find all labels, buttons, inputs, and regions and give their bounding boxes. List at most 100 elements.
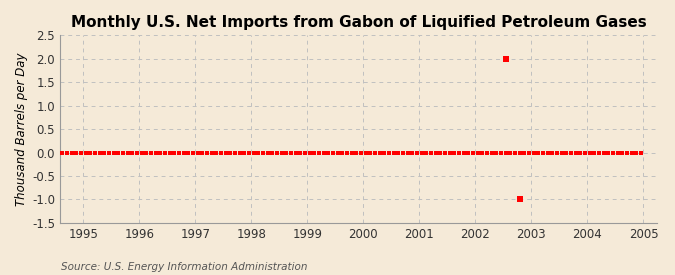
- Point: [276, 150, 287, 155]
- Point: [585, 150, 595, 155]
- Point: [192, 150, 203, 155]
- Point: [365, 150, 376, 155]
- Point: [258, 150, 269, 155]
- Point: [234, 150, 245, 155]
- Point: [375, 150, 385, 155]
- Point: [561, 150, 572, 155]
- Point: [207, 150, 217, 155]
- Point: [43, 150, 54, 155]
- Point: [38, 150, 49, 155]
- Point: [34, 150, 45, 155]
- Point: [519, 150, 530, 155]
- Point: [566, 150, 576, 155]
- Point: [290, 150, 301, 155]
- Point: [141, 150, 152, 155]
- Point: [146, 150, 157, 155]
- Point: [458, 150, 469, 155]
- Point: [360, 150, 371, 155]
- Point: [169, 150, 180, 155]
- Point: [514, 150, 525, 155]
- Point: [543, 150, 554, 155]
- Point: [160, 150, 171, 155]
- Point: [323, 150, 334, 155]
- Point: [439, 150, 450, 155]
- Point: [239, 150, 250, 155]
- Point: [514, 197, 525, 202]
- Point: [570, 150, 581, 155]
- Point: [202, 150, 213, 155]
- Point: [416, 150, 427, 155]
- Point: [48, 150, 59, 155]
- Point: [435, 150, 446, 155]
- Point: [631, 150, 642, 155]
- Point: [402, 150, 413, 155]
- Point: [342, 150, 352, 155]
- Point: [617, 150, 628, 155]
- Point: [547, 150, 558, 155]
- Point: [495, 150, 506, 155]
- Point: [449, 150, 460, 155]
- Point: [351, 150, 362, 155]
- Point: [612, 150, 623, 155]
- Point: [454, 150, 464, 155]
- Point: [295, 150, 306, 155]
- Point: [155, 150, 166, 155]
- Point: [463, 150, 474, 155]
- Point: [608, 150, 618, 155]
- Point: [309, 150, 320, 155]
- Point: [636, 150, 647, 155]
- Point: [482, 150, 493, 155]
- Point: [230, 150, 240, 155]
- Point: [556, 150, 567, 155]
- Point: [188, 150, 198, 155]
- Point: [383, 150, 394, 155]
- Point: [444, 150, 455, 155]
- Point: [594, 150, 605, 155]
- Point: [113, 150, 124, 155]
- Point: [505, 150, 516, 155]
- Point: [393, 150, 404, 155]
- Y-axis label: Thousand Barrels per Day: Thousand Barrels per Day: [15, 52, 28, 206]
- Point: [24, 150, 35, 155]
- Point: [104, 150, 115, 155]
- Point: [551, 150, 562, 155]
- Point: [211, 150, 222, 155]
- Point: [90, 150, 101, 155]
- Point: [468, 150, 479, 155]
- Point: [300, 150, 310, 155]
- Point: [29, 150, 40, 155]
- Point: [57, 150, 68, 155]
- Point: [319, 150, 329, 155]
- Point: [491, 150, 502, 155]
- Point: [99, 150, 110, 155]
- Point: [589, 150, 600, 155]
- Point: [626, 150, 637, 155]
- Point: [370, 150, 381, 155]
- Point: [603, 150, 614, 155]
- Point: [127, 150, 138, 155]
- Point: [253, 150, 264, 155]
- Point: [426, 150, 437, 155]
- Point: [524, 150, 535, 155]
- Point: [538, 150, 549, 155]
- Point: [263, 150, 273, 155]
- Point: [216, 150, 227, 155]
- Point: [136, 150, 147, 155]
- Point: [487, 150, 497, 155]
- Point: [314, 150, 325, 155]
- Point: [85, 150, 96, 155]
- Point: [412, 150, 423, 155]
- Point: [80, 150, 91, 155]
- Point: [178, 150, 189, 155]
- Point: [529, 150, 539, 155]
- Point: [271, 150, 282, 155]
- Title: Monthly U.S. Net Imports from Gabon of Liquified Petroleum Gases: Monthly U.S. Net Imports from Gabon of L…: [71, 15, 647, 30]
- Point: [337, 150, 348, 155]
- Point: [477, 150, 488, 155]
- Text: Source: U.S. Energy Information Administration: Source: U.S. Energy Information Administ…: [61, 262, 307, 272]
- Point: [388, 150, 399, 155]
- Point: [472, 150, 483, 155]
- Point: [356, 150, 367, 155]
- Point: [500, 57, 511, 61]
- Point: [173, 150, 184, 155]
